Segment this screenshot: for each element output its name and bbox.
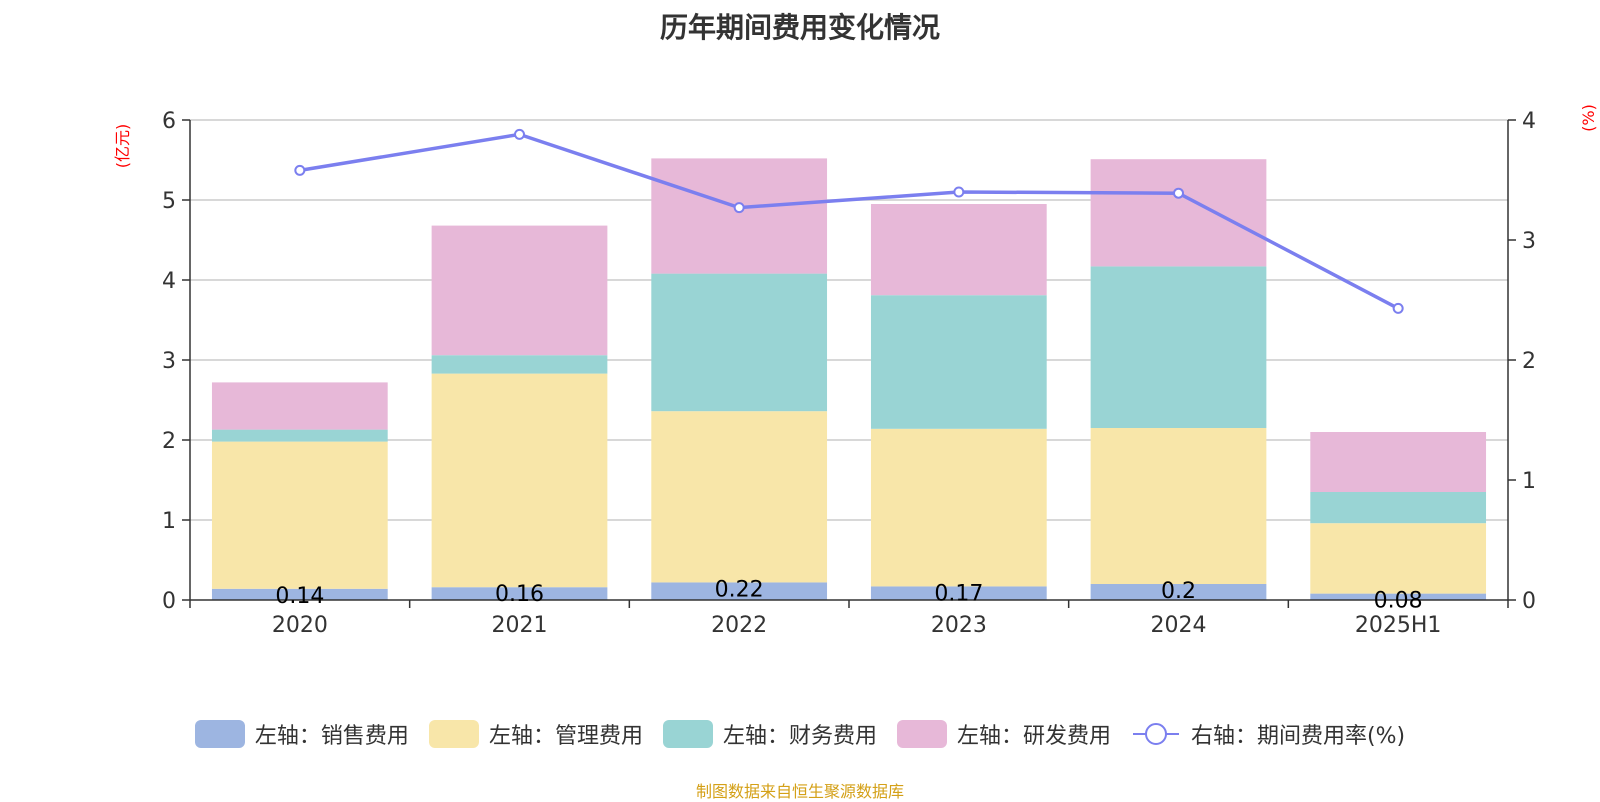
bar-segment (431, 355, 608, 374)
right-tick-label: 1 (1522, 469, 1536, 494)
bar-segment (651, 158, 828, 274)
bar-series (211, 158, 1487, 600)
x-tick-label: 2021 (492, 613, 548, 638)
legend-item[interactable]: 左轴：研发费用 (896, 718, 1111, 750)
left-tick-label: 2 (162, 429, 176, 454)
bar-segment (870, 586, 1047, 600)
source-note: 制图数据来自恒生聚源数据库 (695, 782, 904, 801)
bar-segment (1310, 523, 1487, 594)
line-series (294, 128, 1404, 314)
axes: 0 1 2 3 4 5 6 0 1 2 3 4 (亿元) (%) 2020 2021 2022 2023 2024 2… (113, 104, 1598, 638)
bar-segment (1090, 159, 1267, 267)
line-path (299, 132, 1399, 310)
bar-segment (1090, 584, 1267, 600)
x-tick-label: 2024 (1151, 613, 1207, 638)
bar-segment (1090, 428, 1267, 584)
bar-segment (870, 204, 1047, 296)
legend-label: 左轴：管理费用 (488, 724, 643, 749)
legend-swatch (896, 720, 947, 748)
left-tick-label: 5 (162, 189, 176, 214)
bar-segment (211, 429, 388, 442)
bar-segment (431, 225, 608, 356)
left-tick-label: 0 (162, 589, 176, 614)
grid-lines (190, 119, 1508, 521)
data-label: 0.08 (1374, 589, 1423, 614)
left-tick-label: 1 (162, 509, 176, 534)
bar-segment (431, 373, 608, 588)
data-label: 0.2 (1161, 579, 1196, 604)
left-tick-label: 6 (162, 109, 176, 134)
data-label: 0.16 (495, 582, 544, 607)
right-tick-label: 2 (1522, 349, 1536, 374)
bar-segment (1310, 432, 1487, 492)
legend-label: 左轴：财务费用 (722, 724, 877, 749)
bar-segment (211, 588, 388, 600)
x-tick-label: 2025H1 (1355, 613, 1442, 638)
legend-swatch (428, 720, 479, 748)
legend-line-marker-icon (1132, 723, 1179, 745)
bar-segment (1310, 593, 1487, 600)
legend-label: 左轴：销售费用 (254, 724, 409, 749)
legend-swatch (194, 720, 245, 748)
line-point (294, 164, 306, 176)
data-label: 0.22 (715, 577, 764, 602)
bar-segment (1310, 492, 1487, 524)
bar-segment (211, 441, 388, 589)
bar-segment (870, 428, 1047, 587)
right-axis-unit: (%) (1579, 104, 1598, 132)
legend-label: 右轴：期间费用率(%) (1190, 724, 1406, 749)
bar-segment (1090, 266, 1267, 428)
bar-segment (651, 411, 828, 583)
legend-item[interactable]: 右轴：期间费用率(%) (1131, 718, 1405, 750)
data-labels: 0.14 0.16 0.22 0.17 0.2 0.08 (275, 577, 1422, 613)
x-tick-label: 2022 (711, 613, 767, 638)
chart-area: 0 1 2 3 4 5 6 0 1 2 3 4 (亿元) (%) 2020 2021 2022 2023 2024 2… (113, 104, 1598, 638)
data-label: 0.14 (275, 584, 324, 609)
x-tick-label: 2020 (272, 613, 328, 638)
legend-item[interactable]: 左轴：管理费用 (428, 718, 643, 750)
left-axis-unit: (亿元) (113, 124, 132, 169)
bar-segment (211, 382, 388, 430)
bar-segment (431, 587, 608, 600)
right-tick-label: 4 (1522, 109, 1536, 134)
line-point (1173, 187, 1184, 199)
bar-segment (651, 582, 828, 600)
x-tick-label: 2023 (931, 613, 987, 638)
line-point (733, 202, 745, 214)
legend-item[interactable]: 左轴：销售费用 (194, 718, 409, 750)
chart-title: 历年期间费用变化情况 (659, 11, 940, 44)
line-point (1392, 302, 1404, 314)
bar-segment (870, 295, 1047, 429)
legend: 左轴：销售费用 左轴：管理费用 左轴：财务费用 左轴：研发费用 右轴：期间费用率(%) (0, 718, 1600, 750)
legend-item[interactable]: 左轴：财务费用 (662, 718, 877, 750)
line-point (514, 128, 525, 140)
data-label: 0.17 (934, 581, 983, 606)
left-tick-label: 3 (162, 349, 176, 374)
line-point (953, 186, 965, 198)
right-tick-label: 0 (1522, 589, 1536, 614)
bar-segment (651, 273, 828, 412)
right-tick-label: 3 (1522, 229, 1536, 254)
legend-swatch (662, 720, 713, 748)
legend-label: 左轴：研发费用 (956, 724, 1111, 749)
left-tick-label: 4 (162, 269, 176, 294)
